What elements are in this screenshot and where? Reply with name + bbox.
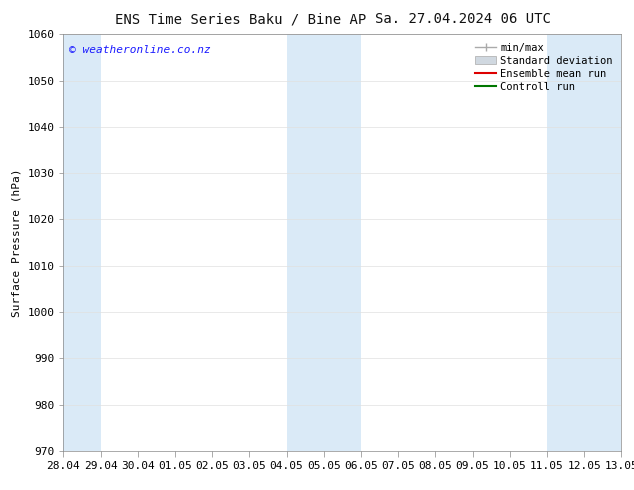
Text: Sa. 27.04.2024 06 UTC: Sa. 27.04.2024 06 UTC [375,12,551,26]
Bar [63,34,101,451]
Bar [287,34,361,451]
Bar [547,34,621,451]
Legend: min/max, Standard deviation, Ensemble mean run, Controll run: min/max, Standard deviation, Ensemble me… [472,40,616,95]
Y-axis label: Surface Pressure (hPa): Surface Pressure (hPa) [12,168,22,317]
Text: © weatheronline.co.nz: © weatheronline.co.nz [69,45,210,55]
Text: ENS Time Series Baku / Bine AP: ENS Time Series Baku / Bine AP [115,12,366,26]
